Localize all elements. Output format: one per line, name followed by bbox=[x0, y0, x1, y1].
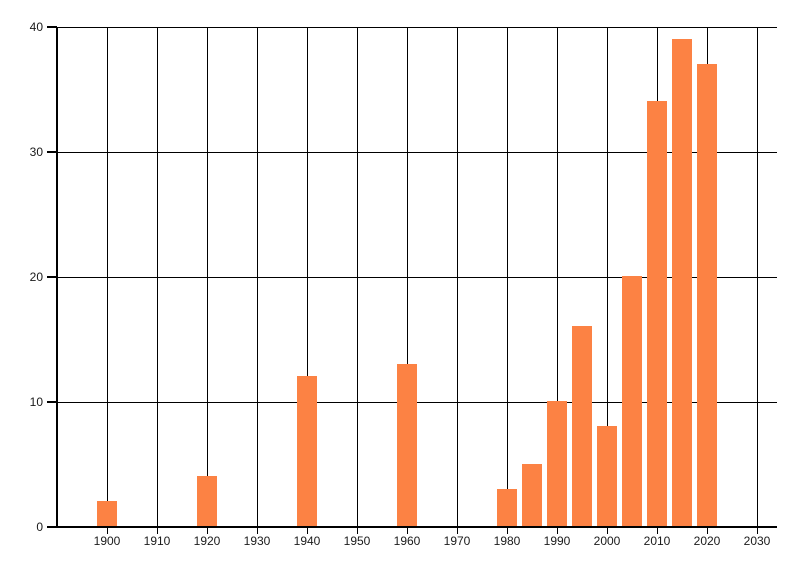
bar-1995 bbox=[572, 326, 592, 526]
bar-2000 bbox=[597, 426, 617, 526]
x-tick-1900 bbox=[106, 528, 108, 534]
x-tick-1910 bbox=[156, 528, 158, 534]
x-tick-label: 1910 bbox=[143, 534, 171, 548]
x-tick-1930 bbox=[256, 528, 258, 534]
bar-2010 bbox=[647, 101, 667, 526]
x-tick-label: 1900 bbox=[93, 534, 121, 548]
y-axis-line bbox=[56, 27, 58, 528]
x-tick-label: 1920 bbox=[193, 534, 221, 548]
bar-1920 bbox=[197, 476, 217, 526]
x-tick-label: 1950 bbox=[343, 534, 371, 548]
y-tick-label: 20 bbox=[29, 270, 43, 284]
x-axis-line bbox=[56, 526, 777, 528]
y-tick-label: 10 bbox=[29, 395, 43, 409]
x-tick-label: 1970 bbox=[443, 534, 471, 548]
x-tick-1990 bbox=[556, 528, 558, 534]
x-tick-1920 bbox=[206, 528, 208, 534]
x-tick-2000 bbox=[606, 528, 608, 534]
bar-2020 bbox=[697, 63, 717, 526]
x-tick-label: 2010 bbox=[643, 534, 671, 548]
x-tick-label: 1960 bbox=[393, 534, 421, 548]
x-tick-label: 1990 bbox=[543, 534, 571, 548]
y-tick-0 bbox=[47, 526, 57, 528]
x-tick-1940 bbox=[306, 528, 308, 534]
bar-2015 bbox=[672, 38, 692, 526]
bar-1960 bbox=[397, 363, 417, 526]
x-tick-1960 bbox=[406, 528, 408, 534]
x-tick-2020 bbox=[706, 528, 708, 534]
gridline-value-20 bbox=[57, 276, 777, 278]
x-tick-label: 2020 bbox=[693, 534, 721, 548]
x-tick-2030 bbox=[756, 528, 758, 534]
x-tick-1970 bbox=[456, 528, 458, 534]
x-tick-label: 2030 bbox=[743, 534, 771, 548]
x-tick-label: 1930 bbox=[243, 534, 271, 548]
y-tick-30 bbox=[47, 151, 57, 153]
bar-1900 bbox=[97, 501, 117, 526]
bar-1990 bbox=[547, 401, 567, 526]
gridline-value-10 bbox=[57, 401, 777, 403]
y-tick-40 bbox=[47, 26, 57, 28]
plot-area bbox=[56, 26, 777, 528]
bar-1985 bbox=[522, 463, 542, 526]
bar-1980 bbox=[497, 488, 517, 526]
bar-2005 bbox=[622, 276, 642, 526]
x-tick-1950 bbox=[356, 528, 358, 534]
y-tick-label: 40 bbox=[29, 20, 43, 34]
y-tick-label: 0 bbox=[36, 520, 43, 534]
x-tick-label: 2000 bbox=[593, 534, 621, 548]
bar-1940 bbox=[297, 376, 317, 526]
gridline-value-40 bbox=[57, 26, 777, 28]
gridline-value-30 bbox=[57, 151, 777, 153]
x-tick-1980 bbox=[506, 528, 508, 534]
y-tick-20 bbox=[47, 276, 57, 278]
x-tick-2010 bbox=[656, 528, 658, 534]
y-tick-label: 30 bbox=[29, 145, 43, 159]
x-tick-label: 1940 bbox=[293, 534, 321, 548]
x-tick-label: 1980 bbox=[493, 534, 521, 548]
y-tick-10 bbox=[47, 401, 57, 403]
